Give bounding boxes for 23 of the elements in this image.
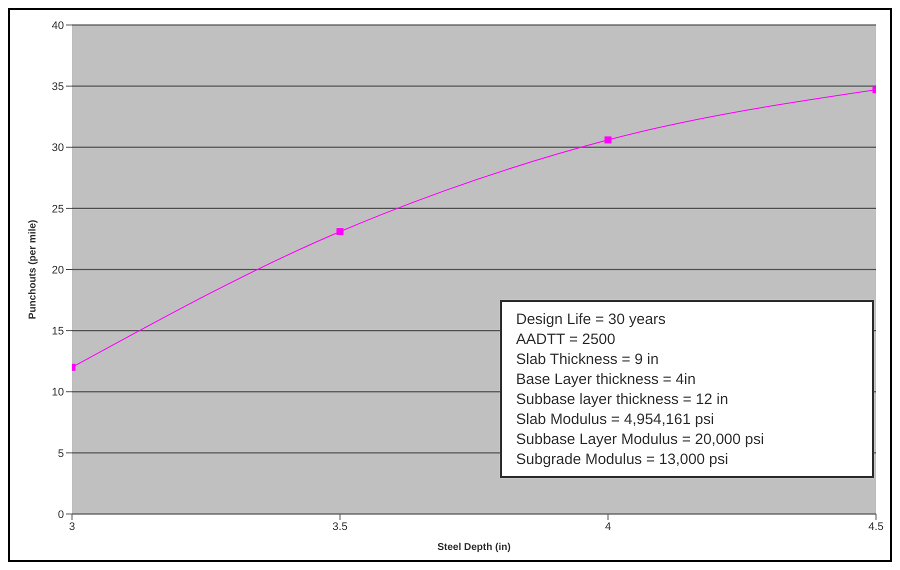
annotation: Subgrade Modulus = 13,000 psi <box>516 450 730 470</box>
x-tick-label: 3 <box>68 520 76 533</box>
annotation: AADTT = 2500 <box>516 330 616 350</box>
y-tick-label: 10 <box>52 386 64 399</box>
y-tick-label: 40 <box>52 20 64 32</box>
annotation: Subbase Layer Modulus = 20,000 psi <box>516 430 766 450</box>
y-tick-label: 5 <box>58 448 64 460</box>
x-tick-label: 4 <box>604 520 612 533</box>
y-tick-label: 0 <box>58 508 64 521</box>
x-tick-label: 4.5 <box>868 520 884 533</box>
annotation: Slab Modulus = 4,954,161 psi <box>516 410 716 430</box>
y-tick-label: 15 <box>52 326 64 338</box>
annotation: Subbase layer thickness = 12 in <box>516 390 730 410</box>
annotation: Slab Thickness = 9 in <box>516 350 660 370</box>
y-tick-label: 25 <box>52 203 64 216</box>
x-axis-title: Steel Depth (in) <box>437 542 511 553</box>
y-axis-title: Punchouts (per mile) <box>28 220 39 320</box>
annotation: Base Layer thickness = 4in <box>516 370 697 390</box>
x-tick-label: 3.5 <box>332 520 348 533</box>
y-tick-label: 35 <box>52 81 64 94</box>
annotation: Design Life = 30 years <box>516 310 667 330</box>
y-tick-label: 30 <box>52 142 64 154</box>
y-tick-label: 20 <box>52 264 64 276</box>
